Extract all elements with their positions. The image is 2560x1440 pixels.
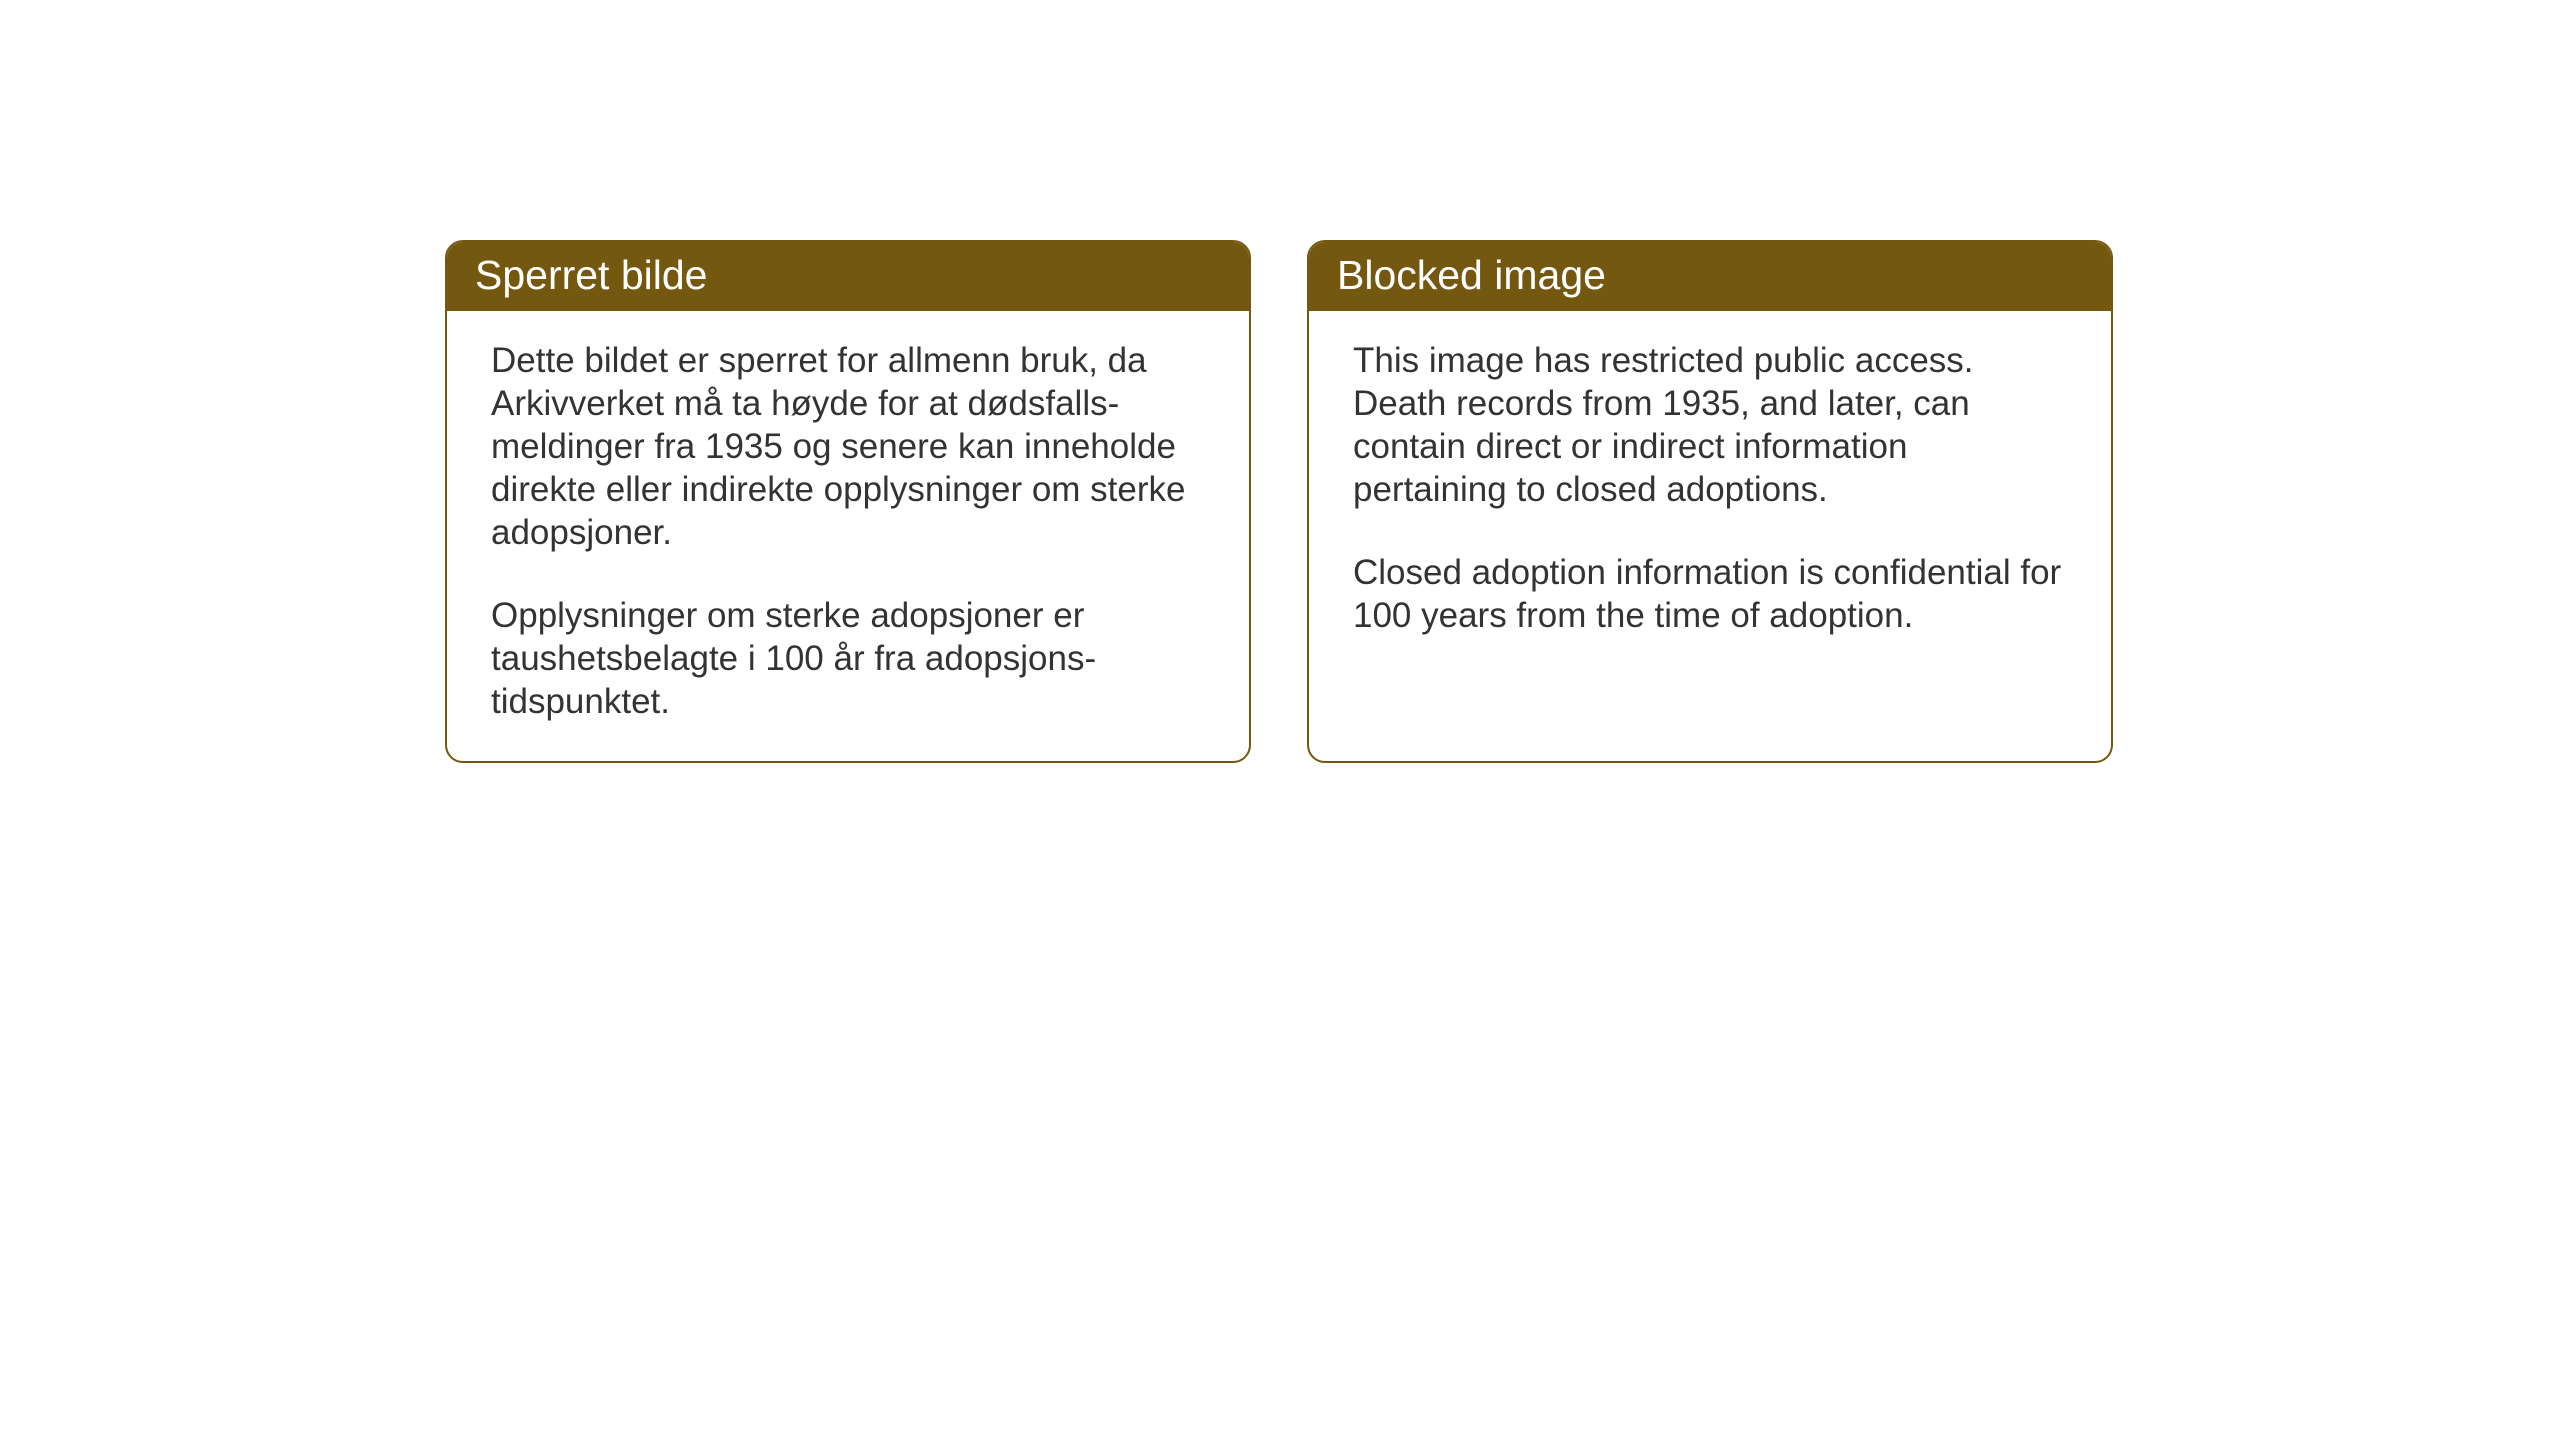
norwegian-card-title: Sperret bilde [475,252,707,298]
english-card: Blocked image This image has restricted … [1307,240,2113,763]
norwegian-paragraph-1: Dette bildet er sperret for allmenn bruk… [491,339,1205,554]
english-card-header: Blocked image [1309,242,2111,311]
cards-container: Sperret bilde Dette bildet er sperret fo… [445,240,2113,763]
english-card-body: This image has restricted public access.… [1309,311,2111,761]
english-paragraph-1: This image has restricted public access.… [1353,339,2067,511]
norwegian-paragraph-2: Opplysninger om sterke adopsjoner er tau… [491,594,1205,723]
norwegian-card-body: Dette bildet er sperret for allmenn bruk… [447,311,1249,761]
norwegian-card-header: Sperret bilde [447,242,1249,311]
english-card-title: Blocked image [1337,252,1606,298]
english-paragraph-2: Closed adoption information is confident… [1353,551,2067,637]
norwegian-card: Sperret bilde Dette bildet er sperret fo… [445,240,1251,763]
